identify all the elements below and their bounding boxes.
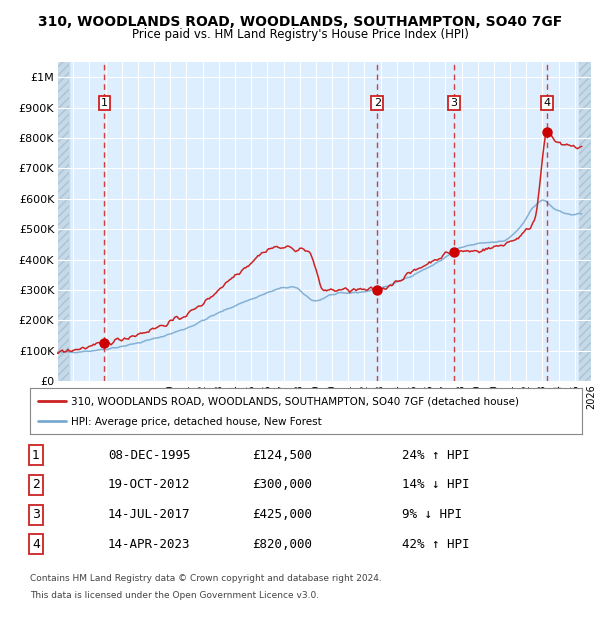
Bar [57, 62, 69, 381]
Text: £300,000: £300,000 [252, 479, 312, 491]
Text: 19-OCT-2012: 19-OCT-2012 [108, 479, 191, 491]
Text: HPI: Average price, detached house, New Forest: HPI: Average price, detached house, New … [71, 417, 322, 427]
Text: 1: 1 [32, 449, 40, 461]
Bar [57, 62, 69, 381]
Text: 14-JUL-2017: 14-JUL-2017 [108, 508, 191, 521]
Text: 4: 4 [544, 98, 551, 108]
Text: 1: 1 [101, 98, 108, 108]
Text: 08-DEC-1995: 08-DEC-1995 [108, 449, 191, 461]
Text: £124,500: £124,500 [252, 449, 312, 461]
Text: 3: 3 [32, 508, 40, 521]
Text: 3: 3 [451, 98, 457, 108]
Text: 4: 4 [32, 538, 40, 551]
Text: 9% ↓ HPI: 9% ↓ HPI [402, 508, 462, 521]
Bar [579, 62, 591, 381]
Text: £820,000: £820,000 [252, 538, 312, 551]
Text: 310, WOODLANDS ROAD, WOODLANDS, SOUTHAMPTON, SO40 7GF: 310, WOODLANDS ROAD, WOODLANDS, SOUTHAMP… [38, 16, 562, 30]
Text: 24% ↑ HPI: 24% ↑ HPI [402, 449, 470, 461]
Text: Contains HM Land Registry data © Crown copyright and database right 2024.: Contains HM Land Registry data © Crown c… [30, 574, 382, 583]
Text: 2: 2 [374, 98, 381, 108]
Text: 42% ↑ HPI: 42% ↑ HPI [402, 538, 470, 551]
Text: 310, WOODLANDS ROAD, WOODLANDS, SOUTHAMPTON, SO40 7GF (detached house): 310, WOODLANDS ROAD, WOODLANDS, SOUTHAMP… [71, 396, 520, 407]
Text: £425,000: £425,000 [252, 508, 312, 521]
Text: 14-APR-2023: 14-APR-2023 [108, 538, 191, 551]
Text: Price paid vs. HM Land Registry's House Price Index (HPI): Price paid vs. HM Land Registry's House … [131, 28, 469, 41]
Text: This data is licensed under the Open Government Licence v3.0.: This data is licensed under the Open Gov… [30, 591, 319, 601]
Bar [579, 62, 591, 381]
Text: 2: 2 [32, 479, 40, 491]
Text: 14% ↓ HPI: 14% ↓ HPI [402, 479, 470, 491]
